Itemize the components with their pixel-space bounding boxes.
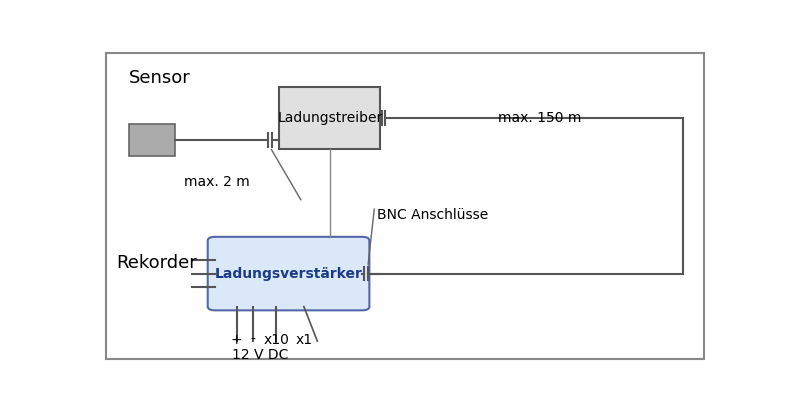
Bar [130,124,175,156]
Text: Ladungsverstärker: Ladungsverstärker [215,266,363,281]
Text: +: + [231,333,243,347]
FancyBboxPatch shape [208,237,370,310]
Text: x10: x10 [263,333,289,347]
Text: Sensor: Sensor [130,69,191,86]
Text: max. 150 m: max. 150 m [498,111,581,125]
Text: Ladungstreiber: Ladungstreiber [277,111,382,125]
Text: 12 V DC: 12 V DC [232,348,288,362]
Text: max. 2 m: max. 2 m [185,175,250,188]
Bar [280,86,381,149]
Text: x1: x1 [295,333,312,347]
Text: -: - [250,333,255,347]
Text: BNC Anschlüsse: BNC Anschlüsse [378,208,488,222]
Text: Rekorder: Rekorder [116,254,197,272]
